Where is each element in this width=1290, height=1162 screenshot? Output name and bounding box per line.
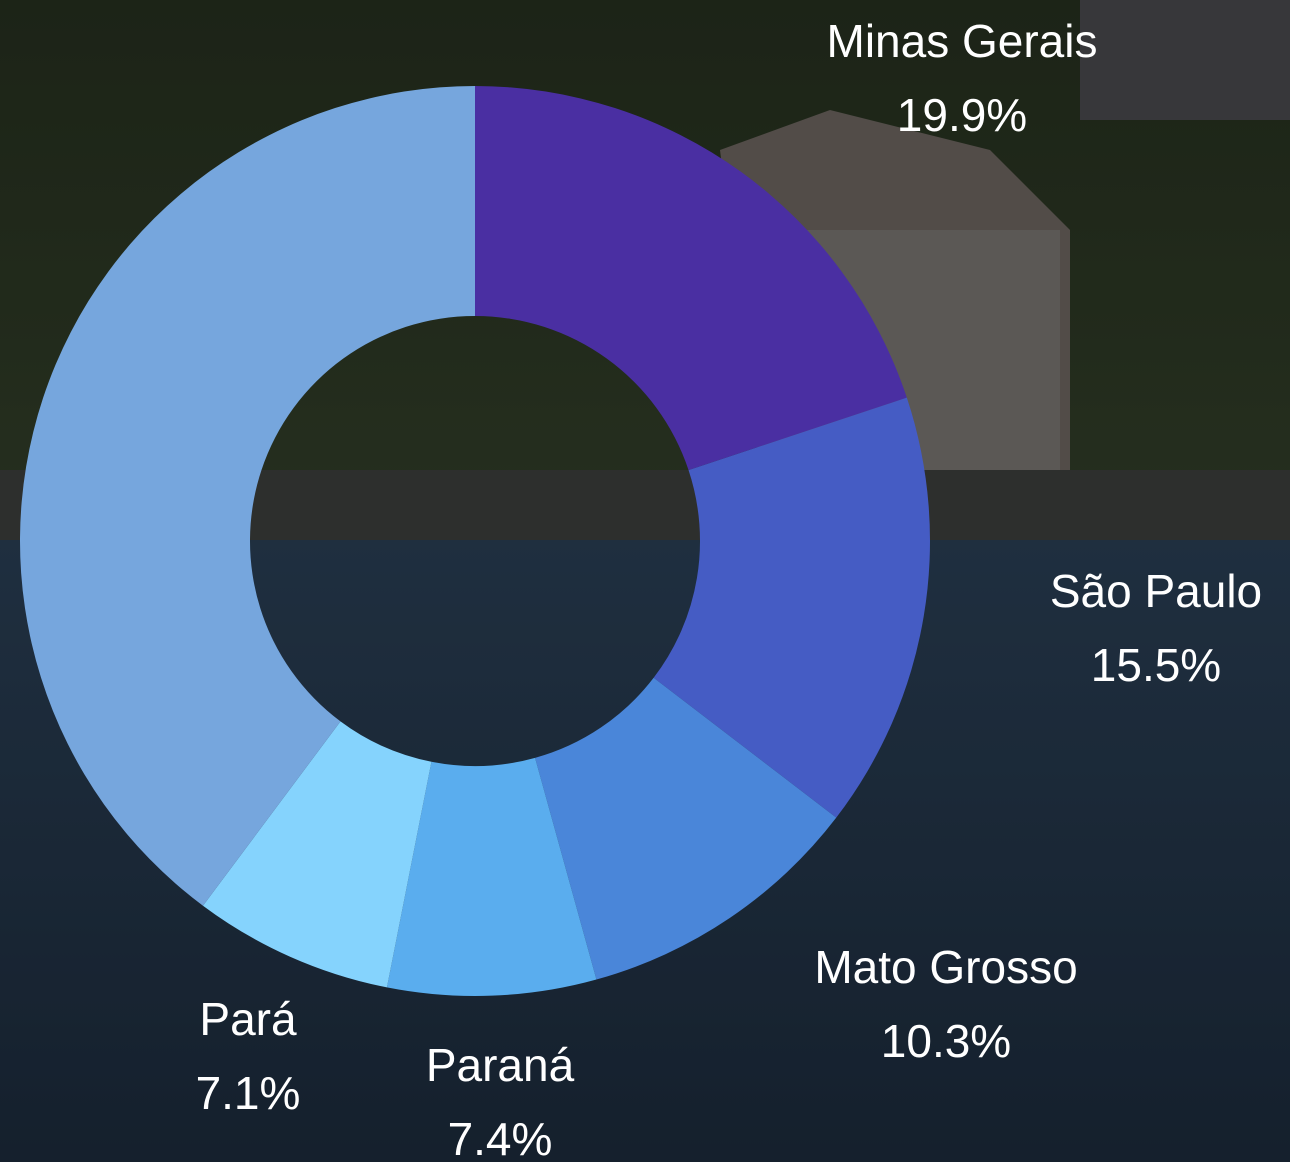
slice-label: São Paulo	[1050, 565, 1262, 617]
slice-label: Pará	[199, 993, 297, 1045]
slice-label: Minas Gerais	[827, 15, 1098, 67]
value-label: 7.4%	[448, 1113, 553, 1162]
page: {"chart_data": {"type": "pie", "categori…	[0, 0, 1290, 1162]
value-label: 7.1%	[196, 1067, 301, 1119]
value-label: 15.5%	[1091, 639, 1221, 691]
value-label: 19.9%	[897, 89, 1027, 141]
value-label: 10.3%	[881, 1015, 1011, 1067]
slice-label: Mato Grosso	[814, 941, 1077, 993]
slice-label: Paraná	[426, 1039, 575, 1091]
chart: Minas Gerais 19.9% São Paulo 15.5% Mato Gros…	[0, 0, 1290, 1162]
